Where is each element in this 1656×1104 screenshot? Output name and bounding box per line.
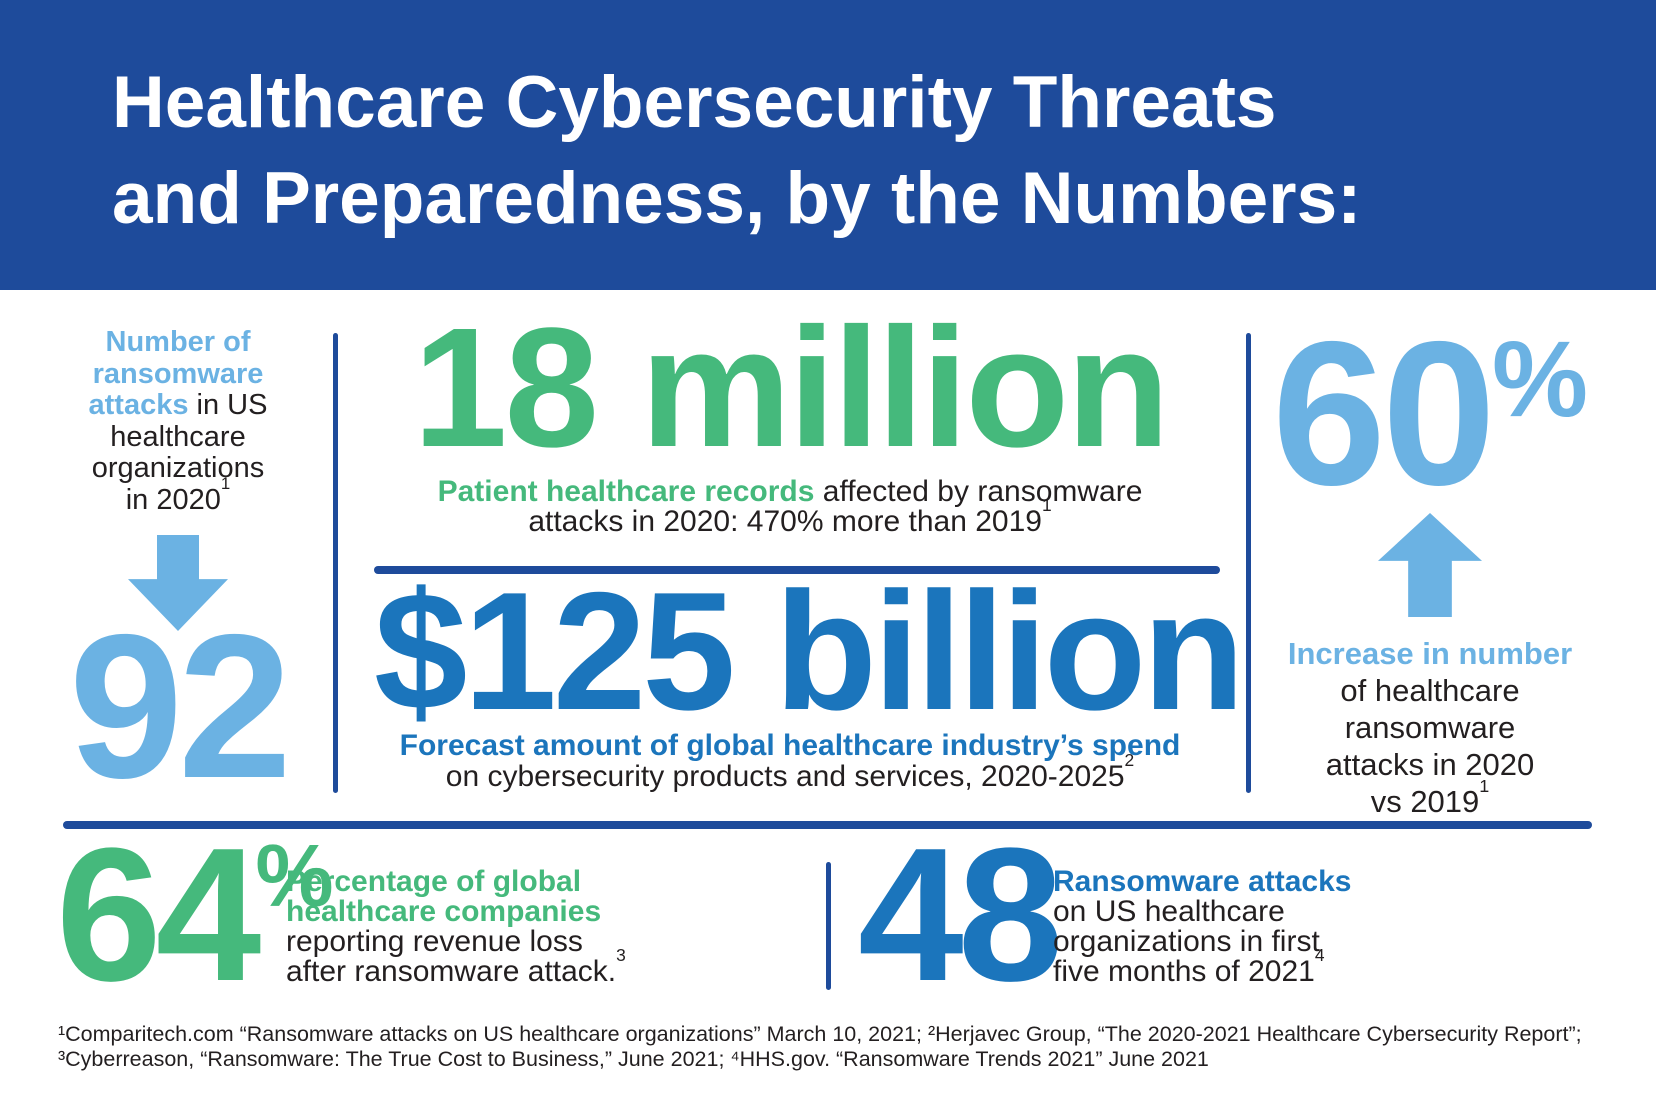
stat-18-million-value: 18 million [412,293,1170,483]
percent-sign: % [1492,318,1589,439]
stat-60-percent-caption: Increase in number of healthcare ransomw… [1265,635,1595,820]
stat-64-percent-caption-highlight: Percentage of global healthcare companie… [286,865,602,928]
stat-48-caption-rest: on US healthcare organizations in first … [1053,895,1325,988]
stat-48-caption-highlight: Ransomware attacks [1053,865,1352,898]
stat-92-label: Number of ransomware attacks in US healt… [78,326,278,516]
stat-18-million-caption-highlight: Patient healthcare records [437,475,815,508]
percent-sign: % [255,826,334,925]
stat-125-billion-value: $125 billion [374,557,1245,745]
divider-horizontal-full [63,821,1592,829]
page-title: Healthcare Cybersecurity Threats and Pre… [112,55,1361,247]
up-arrow-icon [1378,513,1482,617]
stat-60-percent-value: 60% [1265,311,1595,516]
stat-60-percent-caption-highlight: Increase in number [1287,636,1573,671]
stat-64-percent-caption-rest: reporting revenue loss after ransomware … [286,925,626,988]
footnote-ref-2: 2 [1124,750,1135,771]
divider-vertical-left [333,333,338,793]
divider-vertical-right [1246,333,1251,793]
footnote-ref-4: 4 [1314,945,1325,966]
footnotes: ¹Comparitech.com “Ransomware attacks on … [58,1022,1618,1072]
stat-92-label-rest: in US healthcare organizations in 2020 [91,389,268,516]
footnote-line-1: ¹Comparitech.com “Ransomware attacks on … [58,1022,1582,1046]
divider-vertical-bottom [826,862,831,990]
page-title-line-2: and Preparedness, by the Numbers: [112,158,1362,239]
stat-64-percent-number: 64 [56,809,261,1021]
stat-18-million-caption-rest: affected by ransomware attacks in 2020: … [528,475,1143,538]
footnote-ref-1: 1 [220,474,231,494]
stat-60-percent-caption-rest: of healthcare ransomware attacks in 2020… [1325,673,1535,819]
footnote-ref-1: 1 [1042,495,1052,516]
stat-125-billion-caption-highlight: Forecast amount of global healthcare ind… [399,729,1181,762]
stat-18-million-caption: Patient healthcare records affected by r… [430,477,1150,537]
stat-64-percent-value: 64% [56,820,334,1045]
footnote-ref-3: 3 [616,945,626,966]
page-title-line-1: Healthcare Cybersecurity Threats [112,62,1277,143]
stat-125-billion-caption-rest: on cybersecurity products and services, … [445,750,1135,793]
stat-60-percent-number: 60 [1271,299,1496,528]
header-band: Healthcare Cybersecurity Threats and Pre… [0,0,1656,290]
stat-48-caption: Ransomware attacks on US healthcare orga… [1053,867,1353,987]
divider-horizontal-center [374,566,1220,574]
stat-92-label-highlight: Number of ransomware attacks [88,326,264,421]
stat-125-billion-caption: Forecast amount of global healthcare ind… [375,730,1205,792]
footnote-line-2: ³Cyberreason, “Ransomware: The True Cost… [58,1047,1209,1071]
footnote-ref-1: 1 [1479,775,1490,796]
stat-92-value: 92 [68,592,292,821]
stat-48-value: 48 [858,809,1063,1021]
stat-64-percent-caption: Percentage of global healthcare companie… [286,867,638,987]
